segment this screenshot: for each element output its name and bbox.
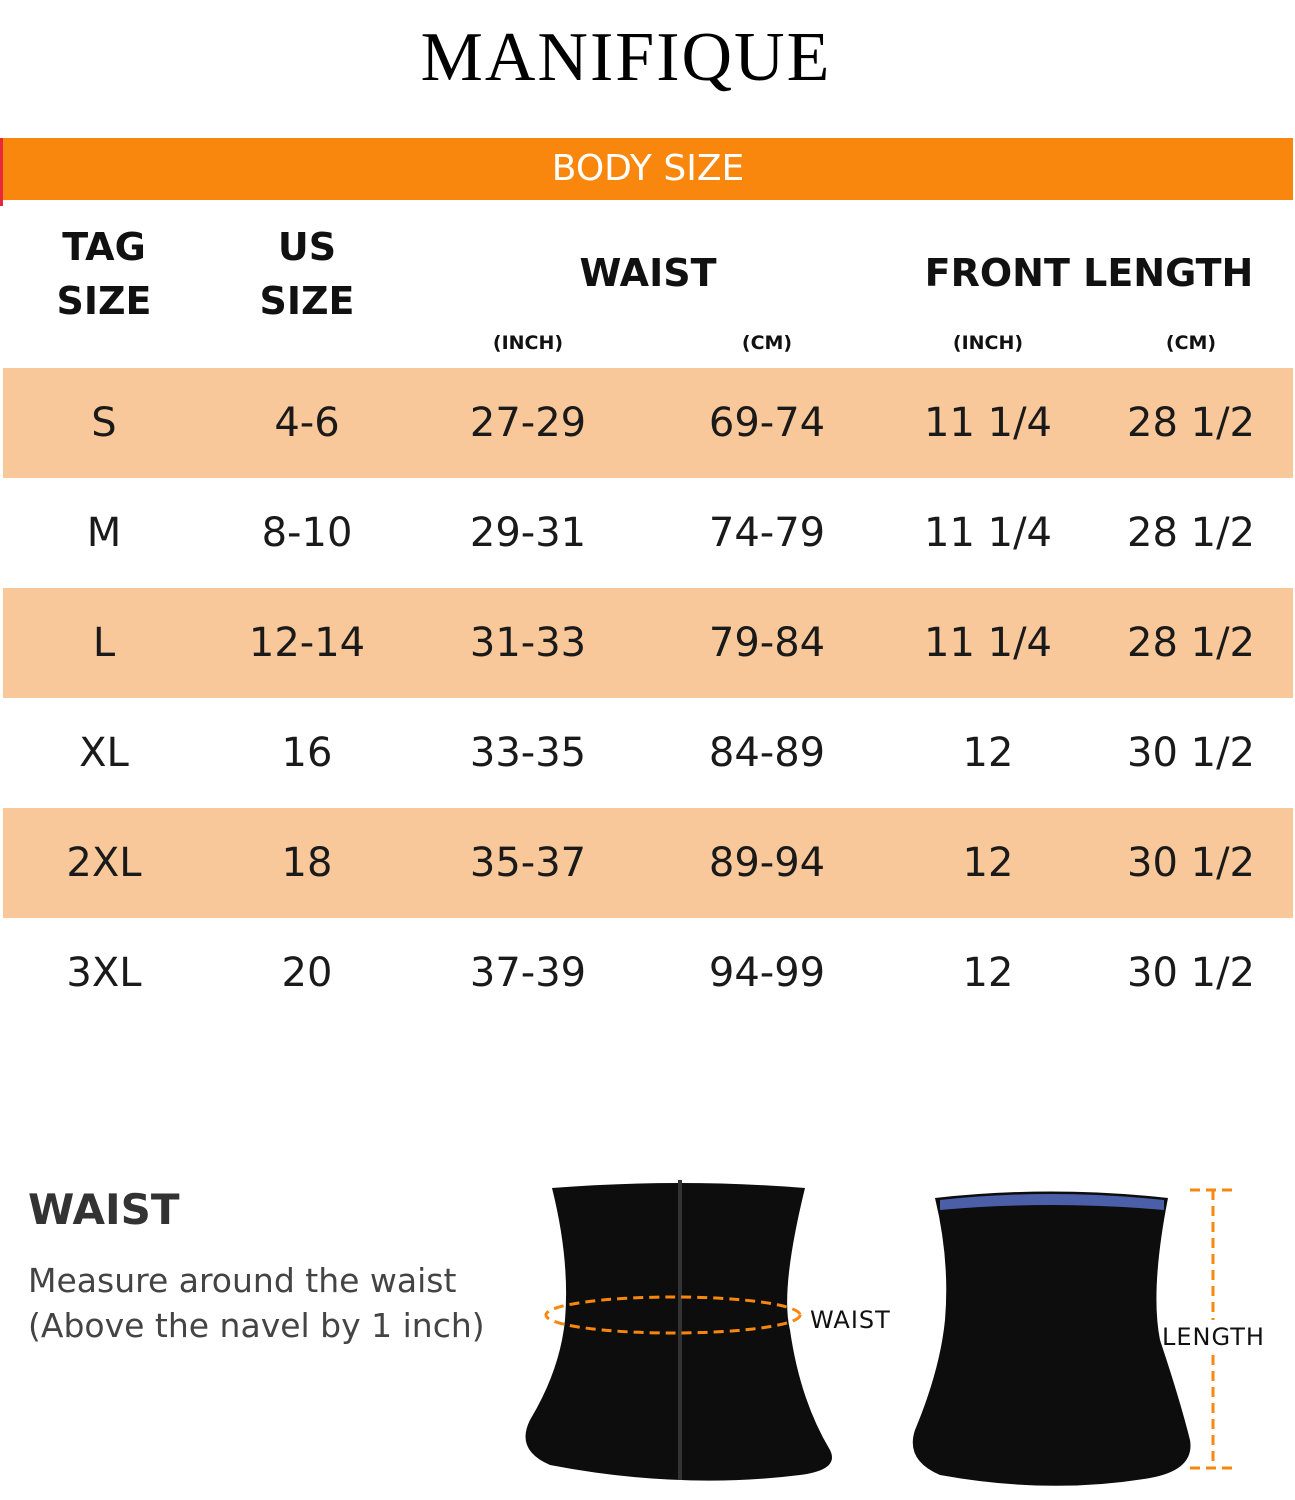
table-cell: 16 xyxy=(281,730,333,776)
table-cell: L xyxy=(92,620,116,666)
table-cell: 31-33 xyxy=(469,620,587,666)
table-row: L 12-14 31-33 79-84 11 1/4 28 1/2 xyxy=(3,588,1293,698)
unit-waist-inch: (INCH) xyxy=(492,332,564,354)
table-row: M 8-10 29-31 74-79 11 1/4 28 1/2 xyxy=(3,478,1293,588)
table-cell: 35-37 xyxy=(469,840,587,886)
waist-label: WAIST xyxy=(810,1306,891,1334)
header-line: SIZE xyxy=(56,279,152,323)
table-cell: 8-10 xyxy=(261,510,353,556)
table-cell: 89-94 xyxy=(708,840,826,886)
length-label: LENGTH xyxy=(1162,1323,1265,1351)
table-cell: XL xyxy=(79,730,129,776)
table-cell: 12-14 xyxy=(248,620,366,666)
table-row: S 4-6 27-29 69-74 11 1/4 28 1/2 xyxy=(3,368,1293,478)
corset-lining xyxy=(940,1194,1164,1210)
unit-length-inch: (INCH) xyxy=(952,332,1024,354)
table-cell: 74-79 xyxy=(708,510,826,556)
table-cell: 11 1/4 xyxy=(924,620,1052,666)
header-front-length: FRONT LENGTH xyxy=(924,251,1254,295)
header-line: US xyxy=(277,225,337,269)
brand-logo: MANIFIQUE xyxy=(420,19,832,96)
table-cell: 28 1/2 xyxy=(1127,510,1255,556)
corset-back xyxy=(912,1191,1191,1486)
table-cell: 69-74 xyxy=(708,400,826,446)
body-size-banner: BODY SIZE xyxy=(3,138,1293,200)
table-cell: 11 1/4 xyxy=(924,400,1052,446)
header-waist: WAIST xyxy=(579,251,717,295)
table-cell: 12 xyxy=(962,950,1014,996)
table-cell: M xyxy=(86,510,122,556)
header-tag-size: TAG SIZE xyxy=(56,220,151,328)
table-row: XL 16 33-35 84-89 12 30 1/2 xyxy=(3,698,1293,808)
unit-waist-cm: (CM) xyxy=(741,332,793,354)
guide-line: (Above the navel by 1 inch) xyxy=(28,1306,485,1345)
table-cell: 94-99 xyxy=(708,950,826,996)
waist-measure-line xyxy=(544,1295,802,1335)
banner-edge xyxy=(0,138,3,206)
table-cell: 3XL xyxy=(66,950,142,996)
table-cell: 4-6 xyxy=(274,400,340,446)
table-cell: 84-89 xyxy=(708,730,826,776)
table-cell: 28 1/2 xyxy=(1127,620,1255,666)
table-cell: 33-35 xyxy=(469,730,587,776)
guide-line: Measure around the waist xyxy=(28,1261,457,1300)
table-cell: 28 1/2 xyxy=(1127,400,1255,446)
header-line: SIZE xyxy=(259,279,355,323)
table-cell: 18 xyxy=(281,840,333,886)
header-line: TAG xyxy=(62,225,146,269)
table-cell: 20 xyxy=(281,950,333,996)
header-us-size: US SIZE xyxy=(259,220,354,328)
table-cell: 30 1/2 xyxy=(1127,730,1255,776)
table-cell: 12 xyxy=(962,730,1014,776)
table-cell: 29-31 xyxy=(469,510,587,556)
table-cell: 79-84 xyxy=(708,620,826,666)
guide-description: Measure around the waist (Above the nave… xyxy=(28,1258,485,1348)
unit-length-cm: (CM) xyxy=(1165,332,1217,354)
table-cell: 12 xyxy=(962,840,1014,886)
table-cell: 30 1/2 xyxy=(1127,840,1255,886)
length-measure-line xyxy=(1190,1188,1235,1470)
guide-title: WAIST xyxy=(28,1185,180,1234)
table-cell: S xyxy=(91,400,117,446)
table-cell: 30 1/2 xyxy=(1127,950,1255,996)
product-illustration xyxy=(525,1180,1235,1486)
table-cell: 27-29 xyxy=(469,400,587,446)
table-cell: 37-39 xyxy=(469,950,587,996)
table-cell: 2XL xyxy=(66,840,142,886)
table-cell: 11 1/4 xyxy=(924,510,1052,556)
table-row: 2XL 18 35-37 89-94 12 30 1/2 xyxy=(3,808,1293,918)
table-row: 3XL 20 37-39 94-99 12 30 1/2 xyxy=(3,918,1293,1028)
